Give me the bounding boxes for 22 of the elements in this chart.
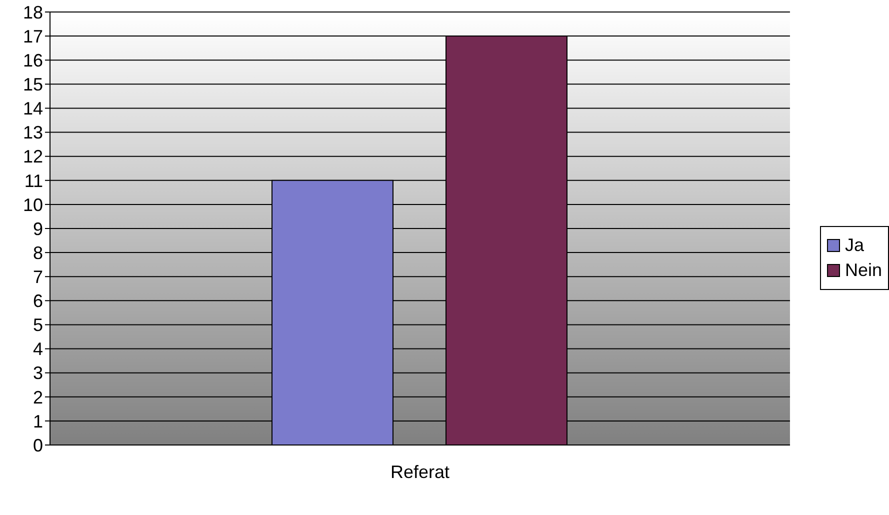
y-tick-label: 0 [32,435,43,456]
y-tick-label: 4 [32,339,43,360]
y-tick-label: 12 [22,146,43,167]
y-tick-label: 9 [32,218,43,239]
legend-label: Ja [844,234,864,256]
y-tick-label: 8 [32,242,43,263]
y-tick-label: 2 [32,387,43,408]
y-tick-label: 1 [32,411,43,432]
y-tick-label: 14 [22,98,43,119]
y-tick-label: 13 [22,122,43,143]
y-tick-label: 6 [32,291,43,312]
x-tick-label: Referat [390,462,450,482]
y-tick-label: 10 [22,194,43,215]
legend-label: Nein [844,260,882,280]
y-tick-label: 5 [32,315,43,336]
y-tick-label: 17 [22,26,43,46]
y-tick-label: 11 [24,170,43,191]
y-tick-label: 3 [32,363,43,384]
y-tick-label: 7 [32,267,43,287]
y-tick-label: 16 [22,50,43,70]
y-tick-label: 15 [22,74,43,95]
y-tick-label: 18 [22,2,43,22]
